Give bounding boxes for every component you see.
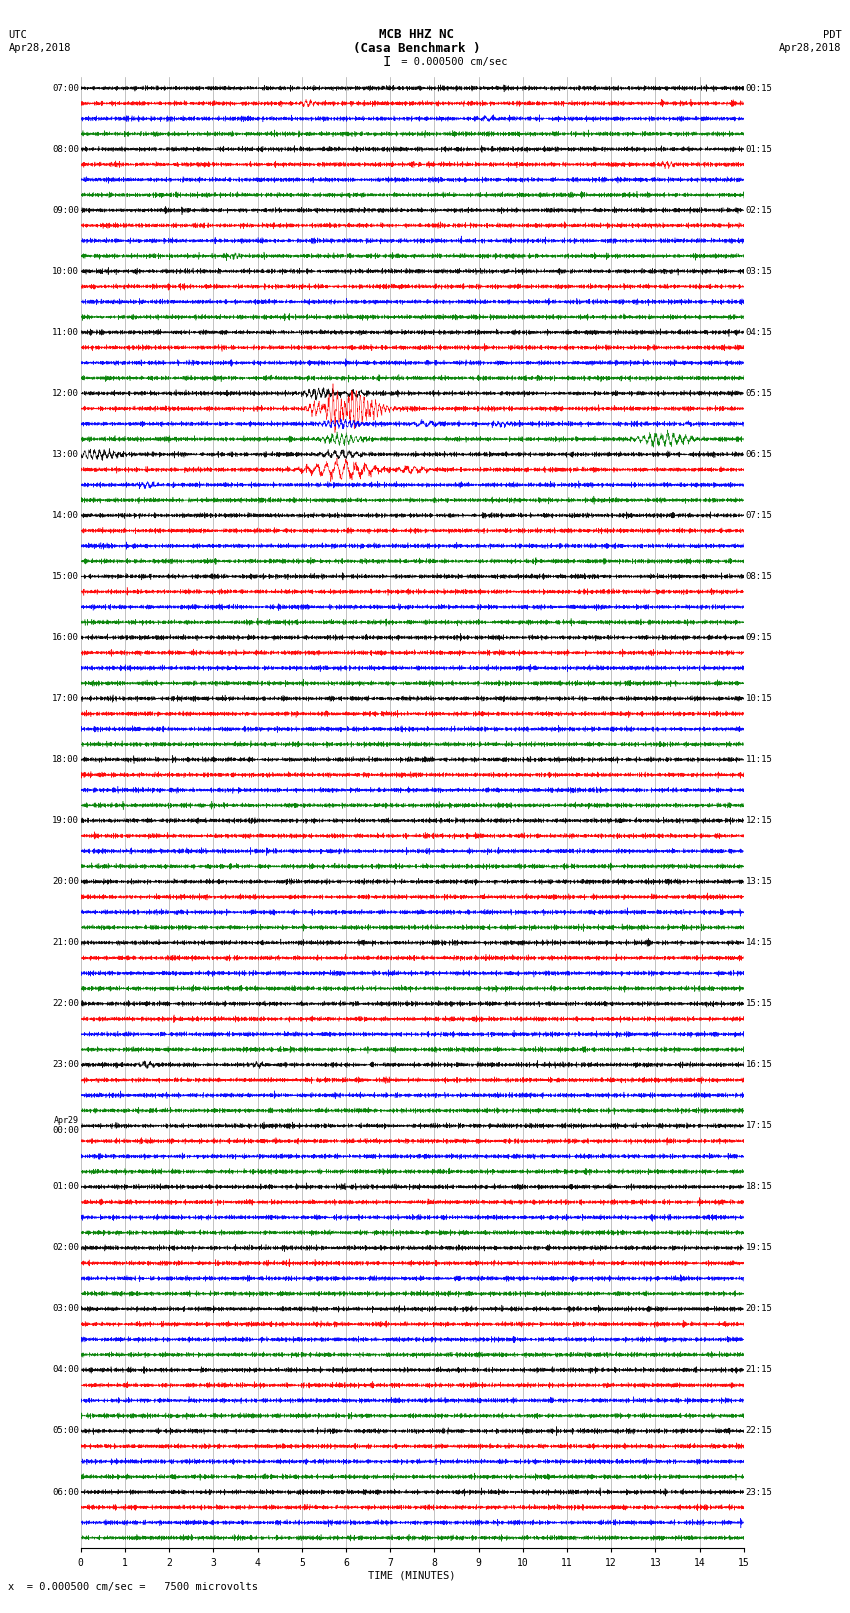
Text: 06:15: 06:15 (745, 450, 773, 458)
Text: 19:15: 19:15 (745, 1244, 773, 1252)
Text: 16:00: 16:00 (52, 632, 79, 642)
Text: 23:00: 23:00 (52, 1060, 79, 1069)
Text: 07:00: 07:00 (52, 84, 79, 92)
Text: UTC: UTC (8, 29, 27, 40)
Text: 12:15: 12:15 (745, 816, 773, 826)
Text: 22:00: 22:00 (52, 998, 79, 1008)
Text: 14:00: 14:00 (52, 511, 79, 519)
Text: 07:15: 07:15 (745, 511, 773, 519)
Text: I: I (382, 55, 391, 69)
Text: 04:00: 04:00 (52, 1366, 79, 1374)
Text: 00:15: 00:15 (745, 84, 773, 92)
Text: Apr29: Apr29 (54, 1116, 79, 1126)
Text: 03:15: 03:15 (745, 266, 773, 276)
Text: 21:15: 21:15 (745, 1366, 773, 1374)
Text: 14:15: 14:15 (745, 939, 773, 947)
Text: 20:15: 20:15 (745, 1305, 773, 1313)
Text: 06:00: 06:00 (52, 1487, 79, 1497)
Text: 17:00: 17:00 (52, 694, 79, 703)
Text: Apr28,2018: Apr28,2018 (779, 44, 842, 53)
Text: 09:15: 09:15 (745, 632, 773, 642)
Text: = 0.000500 cm/sec: = 0.000500 cm/sec (395, 56, 507, 68)
Text: 21:00: 21:00 (52, 939, 79, 947)
Text: 11:00: 11:00 (52, 327, 79, 337)
Text: 01:00: 01:00 (52, 1182, 79, 1192)
Text: 02:00: 02:00 (52, 1244, 79, 1252)
Text: 11:15: 11:15 (745, 755, 773, 765)
Text: 15:00: 15:00 (52, 573, 79, 581)
Text: 05:15: 05:15 (745, 389, 773, 398)
Text: 12:00: 12:00 (52, 389, 79, 398)
Text: 08:00: 08:00 (52, 145, 79, 153)
Text: 19:00: 19:00 (52, 816, 79, 826)
Text: MCB HHZ NC: MCB HHZ NC (379, 27, 454, 42)
Text: 03:00: 03:00 (52, 1305, 79, 1313)
Text: x  = 0.000500 cm/sec =   7500 microvolts: x = 0.000500 cm/sec = 7500 microvolts (8, 1582, 258, 1592)
Text: 16:15: 16:15 (745, 1060, 773, 1069)
Text: 05:00: 05:00 (52, 1426, 79, 1436)
Text: 10:00: 10:00 (52, 266, 79, 276)
Text: 22:15: 22:15 (745, 1426, 773, 1436)
Text: 09:00: 09:00 (52, 206, 79, 215)
Text: 00:00: 00:00 (52, 1126, 79, 1136)
Text: 02:15: 02:15 (745, 206, 773, 215)
Text: 15:15: 15:15 (745, 998, 773, 1008)
Text: 20:00: 20:00 (52, 877, 79, 886)
Text: 01:15: 01:15 (745, 145, 773, 153)
Text: 18:00: 18:00 (52, 755, 79, 765)
Text: Apr28,2018: Apr28,2018 (8, 44, 71, 53)
X-axis label: TIME (MINUTES): TIME (MINUTES) (369, 1571, 456, 1581)
Text: 18:15: 18:15 (745, 1182, 773, 1192)
Text: 08:15: 08:15 (745, 573, 773, 581)
Text: 10:15: 10:15 (745, 694, 773, 703)
Text: PDT: PDT (823, 29, 842, 40)
Text: (Casa Benchmark ): (Casa Benchmark ) (353, 42, 480, 55)
Text: 13:15: 13:15 (745, 877, 773, 886)
Text: 04:15: 04:15 (745, 327, 773, 337)
Text: 13:00: 13:00 (52, 450, 79, 458)
Text: 23:15: 23:15 (745, 1487, 773, 1497)
Text: 17:15: 17:15 (745, 1121, 773, 1131)
